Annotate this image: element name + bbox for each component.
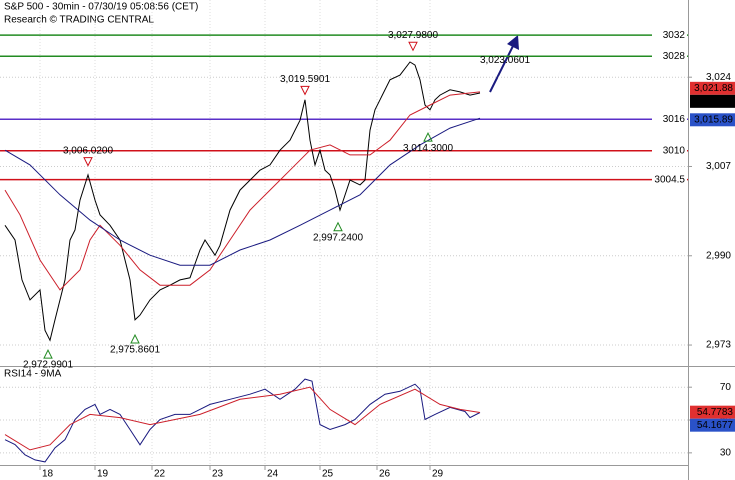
low-marker	[423, 132, 433, 142]
high-marker	[408, 41, 418, 52]
x-tick-label: 24	[267, 469, 279, 480]
annotation-label: 2,975.8601	[110, 345, 160, 356]
trend-arrow	[489, 35, 519, 93]
value-tag-label: 3,021.88	[694, 83, 733, 94]
annotation-label: 2,997.2400	[313, 232, 363, 243]
chart-subtitle: Research © TRADING CENTRAL	[4, 15, 154, 26]
annotation-label: 3,027.9800	[388, 30, 438, 41]
low-marker	[130, 333, 140, 344]
value-tag	[690, 94, 735, 108]
series-line	[4, 61, 481, 342]
annotation-label: 3,019.5901	[280, 74, 330, 85]
level-label: 3010	[663, 145, 686, 156]
value-tag-label: 3,020.97	[694, 96, 733, 107]
panel-title: RSI14 - 9MA	[4, 369, 62, 380]
y-tick-label: 30	[720, 447, 732, 458]
x-tick-label: 18	[42, 469, 54, 480]
value-tag-label: 3,015.89	[694, 114, 733, 125]
level-label-bg	[652, 112, 687, 126]
annotation-label: 3,006.0200	[63, 145, 113, 156]
y-tick-label: 3,024	[706, 72, 731, 83]
annotation-label: 2,972.9901	[23, 360, 73, 371]
x-tick-label: 19	[97, 469, 109, 480]
value-tag-label: 54.1677	[697, 420, 734, 431]
arrow-shaft	[489, 45, 514, 93]
x-tick-label: 26	[379, 469, 391, 480]
y-tick-label: 70	[720, 382, 732, 393]
level-label: 3032	[663, 30, 686, 41]
series-line	[4, 386, 481, 451]
x-tick-label: 29	[432, 469, 444, 480]
series-line	[4, 91, 481, 291]
chart-title: S&P 500 - 30min - 07/30/19 05:08:56 (CET…	[4, 2, 198, 13]
series-line	[4, 117, 481, 266]
value-tag	[690, 81, 735, 95]
level-label: 3028	[663, 51, 686, 62]
level-label-bg	[652, 172, 687, 186]
low-marker	[333, 221, 343, 232]
level-label-bg	[652, 28, 687, 42]
value-tag	[690, 405, 735, 419]
high-marker	[83, 157, 93, 167]
y-tick-label: 3,007	[706, 161, 731, 172]
x-tick-label: 25	[322, 469, 334, 480]
y-tick-label: 2,990	[706, 250, 731, 261]
y-tick-label: 2,973	[706, 340, 731, 351]
level-label-bg	[652, 49, 687, 63]
level-label: 3004.5	[654, 174, 685, 185]
level-label-bg	[652, 143, 687, 157]
value-tag-label: 54.7783	[697, 407, 734, 418]
value-tag	[690, 113, 735, 127]
level-label: 3016	[663, 114, 686, 125]
x-tick-label: 23	[212, 469, 224, 480]
value-tag	[690, 418, 735, 432]
x-tick-label: 22	[154, 469, 166, 480]
annotation-label: 3,014.3000	[403, 143, 453, 154]
arrow-head	[507, 35, 519, 50]
high-marker	[300, 85, 310, 96]
low-marker	[43, 348, 53, 359]
annotation-label: 3,023.0601	[480, 55, 530, 66]
